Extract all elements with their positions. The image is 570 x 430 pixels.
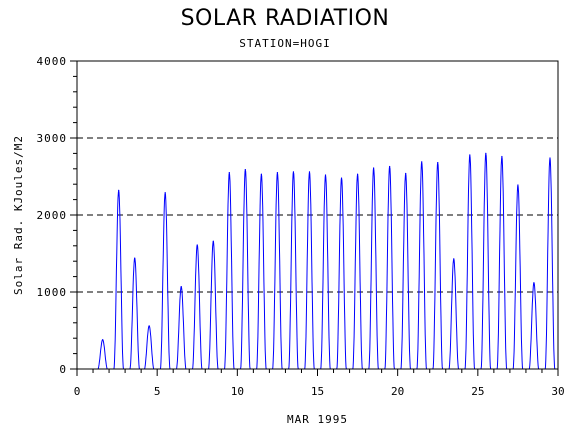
y-tick-label: 1000: [37, 286, 68, 299]
daily-peak-point: [180, 286, 182, 288]
y-tick-label: 3000: [37, 132, 68, 145]
x-tick-label: 20: [391, 385, 404, 398]
daily-peak-point: [212, 240, 214, 242]
daily-peak-point: [549, 157, 551, 159]
series-line: [76, 152, 559, 370]
x-axis-label: MAR 1995: [287, 413, 348, 426]
daily-peak-point: [533, 282, 535, 284]
x-tick-label: 10: [231, 385, 244, 398]
daily-peak-point: [148, 325, 150, 327]
daily-peak-point: [453, 258, 455, 260]
daily-peak-point: [134, 257, 136, 259]
x-tick-label: 25: [471, 385, 484, 398]
daily-peak-point: [405, 172, 407, 175]
daily-peak-point: [485, 152, 487, 154]
y-tick-label: 4000: [37, 55, 68, 68]
daily-peak-point: [292, 171, 295, 173]
chart-title: SOLAR RADIATION: [180, 6, 390, 31]
daily-peak-point: [118, 189, 120, 191]
y-tick-label: 0: [59, 363, 67, 376]
x-tick-label: 15: [311, 385, 324, 398]
daily-peak-point: [102, 339, 104, 341]
daily-peak-point: [324, 174, 327, 176]
y-tick-label: 2000: [37, 209, 68, 222]
daily-peak-point: [437, 162, 439, 164]
chart-subtitle: STATION=HOGI: [239, 37, 331, 50]
daily-peak-point: [389, 165, 391, 168]
daily-peak-point: [260, 173, 262, 175]
x-tick-label: 5: [154, 385, 161, 398]
gridlines: [77, 60, 558, 293]
daily-peak-point: [469, 154, 471, 156]
daily-peak-point: [373, 167, 375, 169]
x-axis: 0 5 10 15 20 25 30: [74, 369, 565, 398]
daily-peak-point: [164, 192, 166, 194]
x-tick-label: 30: [551, 385, 564, 398]
daily-peak-point: [276, 172, 279, 174]
y-axis-label: Solar Rad. KJoules/M2: [12, 135, 25, 295]
daily-peak-point: [501, 155, 503, 158]
daily-peak-point: [356, 173, 359, 175]
daily-peak-point: [244, 168, 246, 171]
daily-peak-point: [421, 161, 423, 163]
x-tick-label: 0: [74, 385, 81, 398]
y-axis: 0 1000 2000 3000 4000: [37, 55, 77, 376]
series-layer: [76, 152, 559, 370]
daily-peak-point: [308, 171, 311, 173]
daily-peak-point: [228, 172, 230, 174]
daily-peak-point: [196, 244, 198, 246]
daily-peak-point: [517, 184, 519, 186]
daily-peak-point: [340, 177, 343, 179]
